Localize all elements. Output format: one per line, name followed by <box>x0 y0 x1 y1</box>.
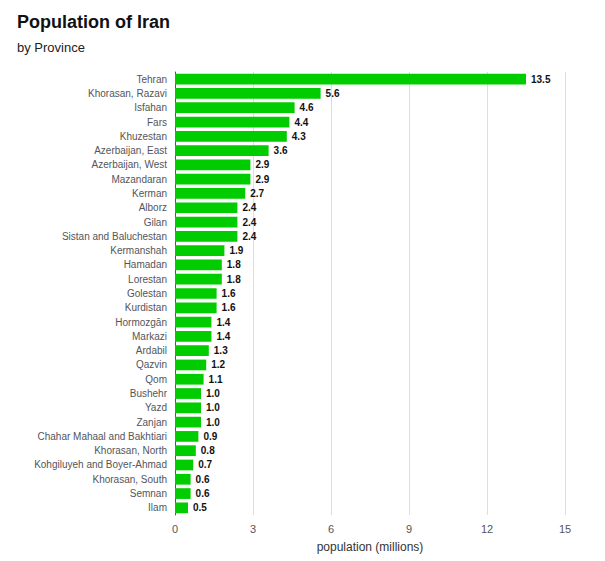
svg-text:Kermanshah: Kermanshah <box>110 245 167 256</box>
svg-text:0.7: 0.7 <box>198 459 212 470</box>
svg-text:Chahar Mahaal and Bakhtiari: Chahar Mahaal and Bakhtiari <box>37 431 167 442</box>
svg-text:by Province: by Province <box>17 40 85 55</box>
svg-text:Semnan: Semnan <box>130 488 167 499</box>
svg-text:2.9: 2.9 <box>255 174 269 185</box>
svg-text:Kurdistan: Kurdistan <box>125 302 167 313</box>
svg-text:Sistan and Baluchestan: Sistan and Baluchestan <box>62 231 167 242</box>
svg-text:9: 9 <box>406 523 412 535</box>
svg-text:Bushehr: Bushehr <box>130 388 168 399</box>
svg-text:2.4: 2.4 <box>242 231 256 242</box>
svg-text:Azerbaijan, West: Azerbaijan, West <box>92 159 168 170</box>
svg-text:Zanjan: Zanjan <box>136 417 167 428</box>
svg-text:4.3: 4.3 <box>292 131 306 142</box>
svg-text:Fars: Fars <box>147 117 167 128</box>
svg-text:Gilan: Gilan <box>144 217 167 228</box>
svg-text:1.9: 1.9 <box>229 245 243 256</box>
svg-text:Alborz: Alborz <box>139 202 167 213</box>
svg-text:6: 6 <box>328 523 334 535</box>
svg-text:Khorasan, North: Khorasan, North <box>94 445 167 456</box>
svg-text:2.4: 2.4 <box>242 217 256 228</box>
svg-text:Khuzestan: Khuzestan <box>120 131 167 142</box>
svg-text:1.4: 1.4 <box>216 317 230 328</box>
svg-text:1.0: 1.0 <box>206 417 220 428</box>
svg-text:Khorasan, Razavi: Khorasan, Razavi <box>88 88 167 99</box>
svg-text:0.6: 0.6 <box>196 488 210 499</box>
svg-text:15: 15 <box>559 523 571 535</box>
svg-text:Ilam: Ilam <box>148 502 167 513</box>
svg-text:4.4: 4.4 <box>294 117 308 128</box>
svg-text:Lorestan: Lorestan <box>128 274 167 285</box>
svg-text:0.9: 0.9 <box>203 431 217 442</box>
svg-text:13.5: 13.5 <box>531 74 551 85</box>
svg-text:4.6: 4.6 <box>300 102 314 113</box>
svg-text:Hormozgān: Hormozgān <box>115 317 167 328</box>
svg-text:2.9: 2.9 <box>255 159 269 170</box>
svg-text:population (millions): population (millions) <box>317 540 424 554</box>
svg-text:Kerman: Kerman <box>132 188 167 199</box>
svg-text:Golestan: Golestan <box>127 288 167 299</box>
svg-text:0.8: 0.8 <box>201 445 215 456</box>
svg-text:3: 3 <box>250 523 256 535</box>
svg-text:1.8: 1.8 <box>227 259 241 270</box>
svg-text:Hamadan: Hamadan <box>124 259 167 270</box>
svg-text:Isfahan: Isfahan <box>134 102 167 113</box>
svg-text:Kohgiluyeh and Boyer-Ahmad: Kohgiluyeh and Boyer-Ahmad <box>34 459 167 470</box>
svg-text:1.4: 1.4 <box>216 331 230 342</box>
svg-text:1.6: 1.6 <box>222 288 236 299</box>
svg-text:0: 0 <box>172 523 178 535</box>
svg-text:12: 12 <box>481 523 493 535</box>
svg-text:3.6: 3.6 <box>274 145 288 156</box>
svg-text:1.2: 1.2 <box>211 359 225 370</box>
svg-text:Markazi: Markazi <box>132 331 167 342</box>
svg-text:Mazandaran: Mazandaran <box>111 174 167 185</box>
svg-text:2.4: 2.4 <box>242 202 256 213</box>
svg-text:0.6: 0.6 <box>196 474 210 485</box>
svg-text:2.7: 2.7 <box>250 188 264 199</box>
svg-text:5.6: 5.6 <box>326 88 340 99</box>
svg-text:1.0: 1.0 <box>206 388 220 399</box>
svg-text:1.6: 1.6 <box>222 302 236 313</box>
svg-text:0.5: 0.5 <box>193 502 207 513</box>
svg-text:1.0: 1.0 <box>206 402 220 413</box>
svg-text:Qom: Qom <box>145 374 167 385</box>
svg-text:Khorasan, South: Khorasan, South <box>93 474 168 485</box>
svg-text:Tehran: Tehran <box>136 74 167 85</box>
svg-text:1.8: 1.8 <box>227 274 241 285</box>
svg-text:Qazvin: Qazvin <box>136 359 167 370</box>
svg-text:Ardabil: Ardabil <box>136 345 167 356</box>
svg-text:Population of Iran: Population of Iran <box>17 12 170 32</box>
svg-text:1.3: 1.3 <box>214 345 228 356</box>
svg-text:Yazd: Yazd <box>145 402 167 413</box>
svg-text:Azerbaijan, East: Azerbaijan, East <box>94 145 167 156</box>
svg-text:1.1: 1.1 <box>209 374 223 385</box>
